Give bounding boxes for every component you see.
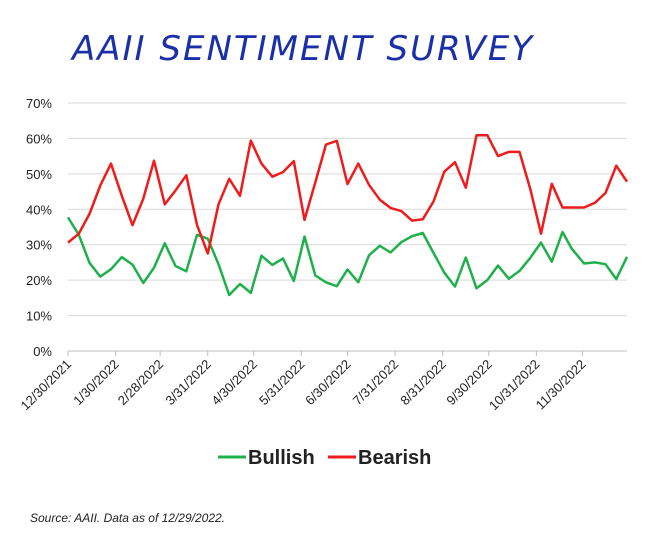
legend-label: Bearish — [358, 447, 431, 469]
x-tick-label: 12/30/2021 — [17, 357, 74, 414]
x-tick-label: 5/31/2022 — [256, 357, 308, 409]
source-note: Source: AAII. Data as of 12/29/2022. — [30, 511, 225, 525]
legend-label: Bullish — [248, 447, 315, 469]
series-line — [67, 133, 629, 255]
y-tick-label: 70% — [26, 96, 52, 111]
y-tick-label: 40% — [26, 202, 52, 217]
x-tick-label: 6/30/2022 — [302, 357, 354, 409]
y-tick-label: 50% — [26, 167, 52, 182]
x-tick-label: 2/28/2022 — [115, 357, 167, 409]
y-tick-label: 10% — [26, 309, 52, 324]
y-tick-label: 0% — [33, 344, 52, 359]
x-tick-label: 7/31/2022 — [350, 357, 402, 409]
x-tick-label: 3/31/2022 — [162, 357, 214, 409]
x-tick-label: 11/30/2022 — [533, 357, 589, 413]
y-tick-label: 30% — [26, 238, 52, 253]
chart-title: AAII SENTIMENT SURVEY — [70, 29, 534, 69]
x-tick-label: 4/30/2022 — [208, 357, 260, 409]
x-tick-label: 10/31/2022 — [486, 357, 543, 414]
series-line — [66, 216, 629, 297]
y-tick-label: 20% — [26, 273, 52, 288]
x-tick-label: 8/31/2022 — [397, 357, 449, 409]
x-tick-label: 1/30/2022 — [70, 357, 122, 409]
y-tick-label: 60% — [26, 131, 52, 146]
